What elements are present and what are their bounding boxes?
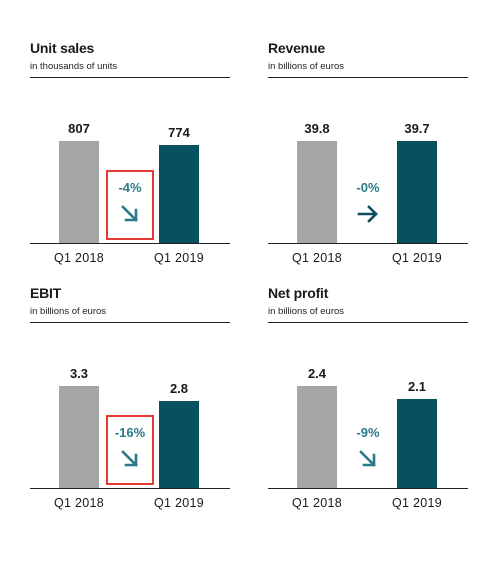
- bar-q1-2018: [297, 141, 337, 243]
- bar-value-label: 2.8: [169, 381, 189, 396]
- bar-q1-2018: [59, 386, 99, 488]
- bar-q1-2019: [159, 145, 199, 243]
- x-tick-label: Q1 2018: [291, 251, 343, 265]
- bar-value-label: 774: [168, 125, 190, 140]
- title-rule: [30, 77, 230, 78]
- x-axis-baseline: [30, 243, 230, 244]
- change-label: -4%: [118, 180, 142, 195]
- chart-panel-unit-sales: Unit sales in thousands of units 807 Q1 2…: [30, 40, 230, 285]
- chart-title: Unit sales: [30, 40, 95, 56]
- bar-q1-2019: [397, 141, 437, 243]
- highlight-box: [106, 415, 154, 485]
- chart-panel-net-profit: Net profit in billions of euros 2.4 Q1 20…: [268, 285, 468, 530]
- x-axis-baseline: [268, 243, 468, 244]
- x-tick-label: Q1 2019: [391, 496, 443, 510]
- arrow-right-icon: [357, 205, 378, 223]
- chart-subtitle: in billions of euros: [268, 306, 345, 317]
- x-tick-label: Q1 2019: [153, 496, 205, 510]
- chart-title: EBIT: [30, 285, 62, 301]
- highlight-box: [106, 170, 154, 240]
- chart-subtitle: in billions of euros: [268, 61, 345, 72]
- chart-title: Net profit: [268, 285, 329, 301]
- bar-q1-2019: [159, 401, 199, 488]
- chart-title: Revenue: [268, 40, 325, 56]
- chart-panel-revenue: Revenue in billions of euros 39.8 Q1 2018…: [268, 40, 468, 285]
- change-label: -16%: [114, 425, 146, 440]
- title-rule: [30, 322, 230, 323]
- bar-value-label: 39.8: [304, 121, 330, 136]
- x-tick-label: Q1 2019: [153, 251, 205, 265]
- bar-value-label: 2.1: [407, 379, 427, 394]
- x-axis-baseline: [268, 488, 468, 489]
- x-axis-baseline: [30, 488, 230, 489]
- chart-subtitle: in thousands of units: [30, 61, 118, 72]
- title-rule: [268, 77, 468, 78]
- x-tick-label: Q1 2018: [53, 251, 105, 265]
- bar-q1-2018: [297, 386, 337, 488]
- bar-value-label: 3.3: [69, 366, 89, 381]
- bar-q1-2018: [59, 141, 99, 243]
- x-tick-label: Q1 2018: [291, 496, 343, 510]
- bar-value-label: 807: [68, 121, 90, 136]
- arrow-down-right-icon: [121, 205, 138, 222]
- bar-value-label: 39.7: [404, 121, 430, 136]
- change-label: -9%: [356, 425, 380, 440]
- arrow-down-right-icon: [359, 450, 376, 467]
- bar-q1-2019: [397, 399, 437, 488]
- chart-subtitle: in billions of euros: [30, 306, 107, 317]
- title-rule: [268, 322, 468, 323]
- chart-panel-ebit: EBIT in billions of euros 3.3 Q1 2018 2.8 Q…: [30, 285, 230, 530]
- change-label: -0%: [356, 180, 380, 195]
- arrow-down-right-icon: [121, 450, 138, 467]
- x-tick-label: Q1 2019: [391, 251, 443, 265]
- x-tick-label: Q1 2018: [53, 496, 105, 510]
- bar-value-label: 2.4: [307, 366, 327, 381]
